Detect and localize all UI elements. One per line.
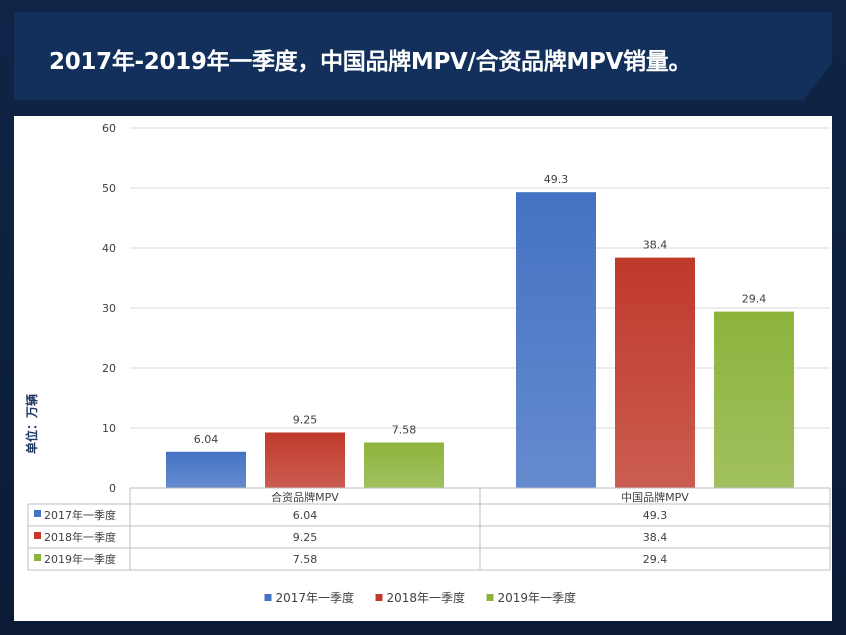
legend-swatch — [486, 594, 494, 601]
bar[interactable] — [265, 432, 345, 489]
data-label: 49.3 — [544, 173, 569, 186]
x-tick-label: 合资品牌MPV — [271, 490, 339, 504]
legend-swatch — [375, 594, 383, 601]
y-tick-label: 20 — [102, 362, 116, 375]
slide-title: 2017年-2019年一季度，中国品牌MPV/合资品牌MPV销量。 — [49, 49, 692, 75]
y-axis-label: 单位：万辆 — [24, 394, 39, 454]
data-label: 29.4 — [742, 293, 767, 306]
table-cell: 6.04 — [293, 509, 318, 522]
bar[interactable] — [364, 442, 444, 488]
bar[interactable] — [166, 451, 246, 488]
x-tick-label: 中国品牌MPV — [621, 490, 689, 504]
data-label: 38.4 — [643, 239, 668, 252]
data-label: 7.58 — [392, 424, 417, 437]
table-cell: 9.25 — [293, 531, 318, 544]
chart-panel: 0 10 20 30 40 50 60 6.04 9.25 7.58 49.3 38.4 29.4 合… — [14, 116, 832, 621]
y-tick-label: 30 — [102, 302, 116, 315]
bar[interactable] — [516, 192, 596, 488]
legend-swatch — [34, 532, 41, 539]
y-tick-label: 40 — [102, 242, 116, 255]
table-cell: 7.58 — [293, 553, 318, 566]
y-tick-label: 50 — [102, 182, 116, 195]
data-label: 9.25 — [293, 414, 318, 427]
y-tick-label: 10 — [102, 422, 116, 435]
y-tick-label: 0 — [109, 482, 116, 495]
legend-swatch — [264, 594, 272, 601]
legend-entry: 2017年一季度 — [276, 590, 355, 605]
table-cell: 29.4 — [643, 553, 668, 566]
legend-swatch — [34, 510, 41, 517]
table-row-label: 2019年一季度 — [44, 552, 116, 566]
table-row-label: 2018年一季度 — [44, 530, 116, 544]
legend-entry: 2018年一季度 — [387, 590, 466, 605]
legend-swatch — [34, 554, 41, 561]
table-row-label: 2017年一季度 — [44, 508, 116, 522]
table-cell: 49.3 — [643, 509, 668, 522]
bar[interactable] — [714, 311, 794, 488]
data-label: 6.04 — [194, 433, 219, 446]
bar[interactable] — [615, 257, 695, 488]
title-banner — [14, 12, 832, 100]
legend-entry: 2019年一季度 — [498, 590, 577, 605]
bar-chart: 0 10 20 30 40 50 60 6.04 9.25 7.58 49.3 38.4 29.4 合… — [24, 122, 831, 605]
table-cell: 38.4 — [643, 531, 668, 544]
y-tick-label: 60 — [102, 122, 116, 135]
